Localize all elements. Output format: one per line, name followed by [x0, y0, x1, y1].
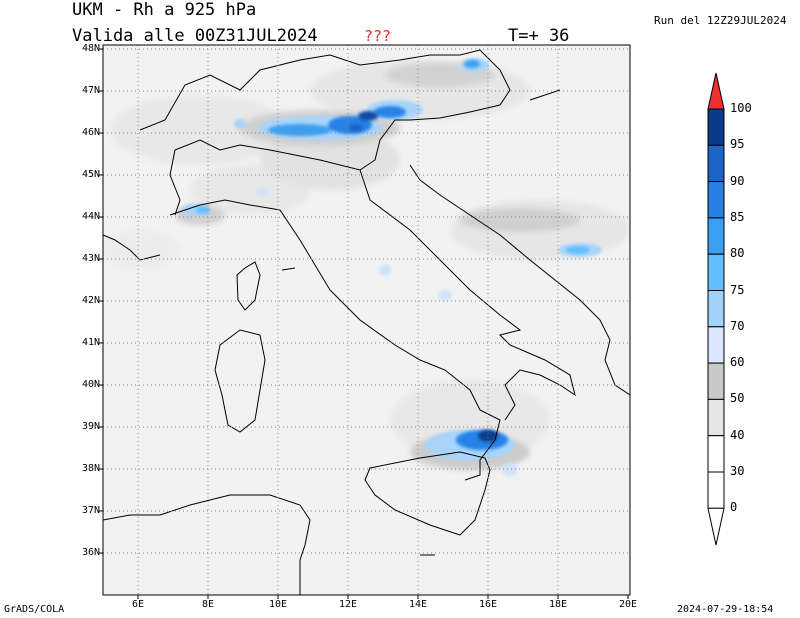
colorbar-label: 70 — [730, 318, 745, 333]
lat-label-45n: 45N — [81, 169, 100, 180]
coastlines — [103, 49, 630, 595]
colorbar-label: 40 — [730, 427, 745, 442]
colorbar-label: 50 — [730, 391, 745, 406]
colorbar-label: 95 — [730, 137, 745, 152]
map-area — [103, 45, 630, 595]
lat-label-40n: 40N — [81, 379, 100, 390]
colorbar-segment — [707, 253, 725, 291]
colorbar-segment — [707, 108, 725, 146]
map-title: UKM - Rh a 925 hPa — [72, 0, 257, 20]
colorbar-top-arrow — [707, 72, 725, 110]
lat-label-37n: 37N — [81, 505, 100, 516]
run-time: Run del 12Z29JUL2024 — [654, 14, 787, 27]
colorbar-label: 80 — [730, 246, 745, 261]
colorbar-label: 85 — [730, 209, 745, 224]
colorbar-segment — [707, 144, 725, 183]
colorbar-segment — [707, 471, 725, 509]
colorbar-segment — [707, 181, 725, 219]
lat-label-36n: 36N — [81, 547, 100, 558]
forecast-step: T=+ 36 — [508, 26, 570, 46]
colorbar-label: 100 — [730, 101, 752, 115]
lon-label-8e: 8E — [201, 599, 215, 610]
colorbar-segment — [707, 435, 725, 473]
lat-label-38n: 38N — [81, 463, 100, 474]
software-credit: GrADS/COLA — [4, 604, 65, 615]
colorbar-label: 60 — [730, 355, 745, 370]
lat-label-46n: 46N — [81, 127, 100, 138]
axis-ticks — [99, 48, 629, 599]
lat-label-47n: 47N — [81, 85, 100, 96]
lat-label-43n: 43N — [81, 253, 100, 264]
lat-label-48n: 48N — [81, 43, 100, 54]
lon-label-16e: 16E — [478, 599, 498, 610]
colorbar-label: 30 — [730, 464, 745, 478]
colorbar-bottom-arrow — [707, 507, 725, 546]
lon-label-20e: 20E — [618, 599, 638, 610]
colorbar-segment — [707, 217, 725, 255]
lat-label-44n: 44N — [81, 211, 100, 222]
map-frame — [102, 44, 631, 596]
colorbar-segment — [707, 398, 725, 437]
lon-label-10e: 10E — [268, 599, 288, 610]
valid-time: Valida alle 00Z31JUL2024 — [72, 26, 318, 46]
lon-label-18e: 18E — [548, 599, 568, 610]
colorbar-segment — [707, 290, 725, 328]
colorbar-label: 75 — [730, 282, 745, 297]
lat-label-42n: 42N — [81, 295, 100, 306]
generation-timestamp: 2024-07-29-18:54 — [677, 604, 774, 615]
lon-label-6e: 6E — [131, 599, 145, 610]
lat-label-41n: 41N — [81, 337, 100, 348]
colorbar-segment — [707, 362, 725, 400]
colorbar-label: 0 — [730, 500, 738, 515]
question-marks: ??? — [364, 27, 392, 45]
humidity-dark-blue — [349, 111, 498, 442]
colorbar-label: 90 — [730, 173, 745, 188]
colorbar-segment — [707, 326, 725, 364]
lat-label-39n: 39N — [81, 421, 100, 432]
lon-label-12e: 12E — [338, 599, 358, 610]
lon-label-14e: 14E — [408, 599, 428, 610]
colorbar — [707, 72, 725, 546]
